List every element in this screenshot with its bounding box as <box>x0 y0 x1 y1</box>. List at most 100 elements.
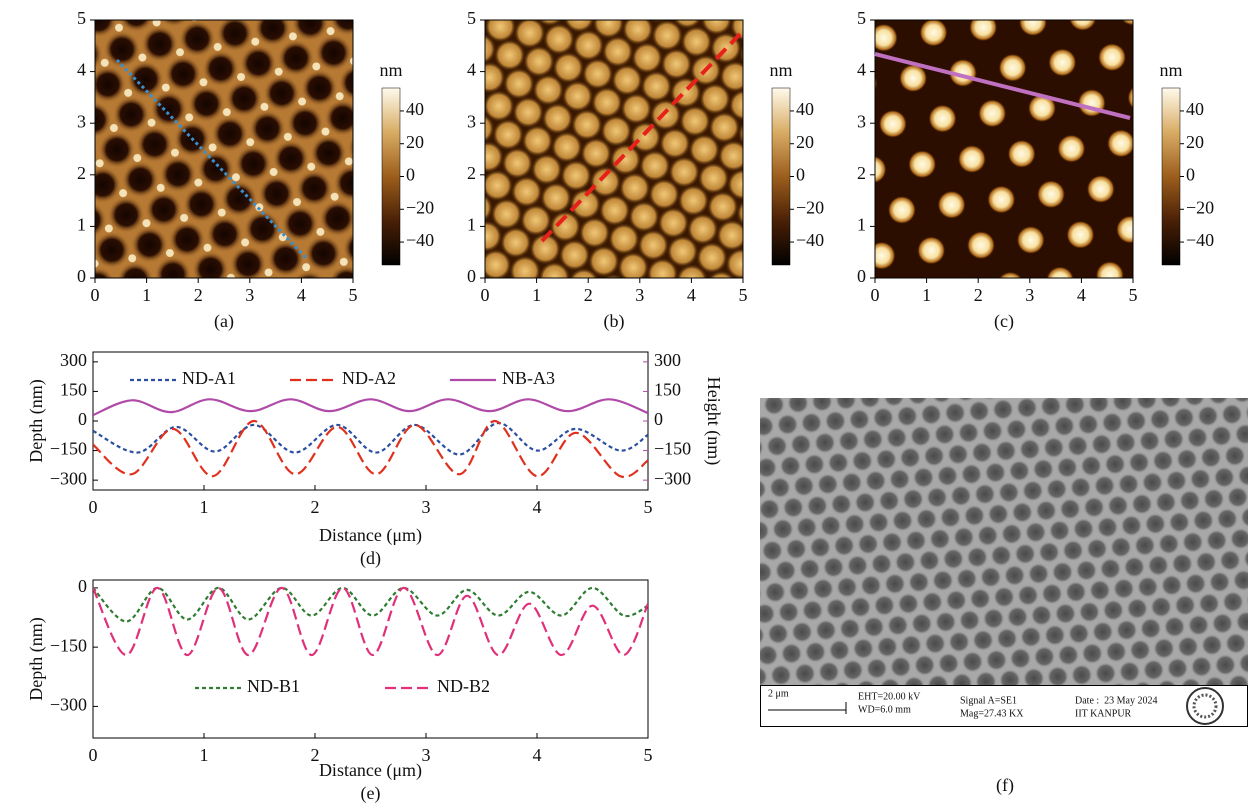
afm-image <box>95 20 353 278</box>
x-tick-label: 4 <box>533 497 542 517</box>
afm-image <box>875 20 1133 278</box>
x-tick-label: 1 <box>200 497 209 517</box>
colorbar <box>382 88 400 265</box>
y-tick-label: 0 <box>77 266 86 286</box>
x-axis-label: Distance (μm) <box>319 760 422 781</box>
colorbar-tick-label: 40 <box>796 99 814 119</box>
panel-label: (a) <box>214 311 234 332</box>
y2-tick-label: 150 <box>654 380 681 400</box>
y-axis-label: Depth (nm) <box>26 379 47 462</box>
y-tick-label: 2 <box>467 163 476 183</box>
y2-tick-label: 0 <box>654 409 663 429</box>
y-tick-label: 1 <box>857 215 866 235</box>
y-tick-label: 4 <box>77 60 86 80</box>
x-tick-label: 3 <box>245 285 254 305</box>
colorbar-label: nm <box>1159 60 1182 80</box>
x-tick-label: 4 <box>1077 285 1086 305</box>
colorbar <box>1162 88 1180 265</box>
legend-label: ND-A2 <box>342 368 396 388</box>
series-line <box>93 588 648 655</box>
sem-image <box>760 398 1248 685</box>
x-tick-label: 0 <box>89 745 98 765</box>
y-tick-label: −300 <box>50 695 87 715</box>
colorbar-label: nm <box>769 60 792 80</box>
plot-frame <box>93 580 648 738</box>
wd: WD=6.0 mm <box>858 704 911 715</box>
x-tick-label: 0 <box>481 285 490 305</box>
legend-label: ND-B2 <box>437 676 490 696</box>
colorbar-tick-label: −40 <box>796 230 824 250</box>
colorbar-tick-label: −40 <box>406 230 434 250</box>
x-tick-label: 5 <box>1129 285 1138 305</box>
panel-label: (f) <box>996 775 1014 796</box>
y-tick-label: 5 <box>77 8 86 28</box>
x-axis-label: Distance (μm) <box>319 525 422 546</box>
colorbar <box>772 88 790 265</box>
y-tick-label: 1 <box>467 215 476 235</box>
series-group <box>93 399 648 477</box>
y-tick-label: 1 <box>77 215 86 235</box>
colorbar-tick-label: −20 <box>1186 197 1214 217</box>
colorbar-tick-label: −40 <box>1186 230 1214 250</box>
institute: IIT KANPUR <box>1075 708 1132 719</box>
series-line <box>93 399 648 415</box>
y-tick-label: 4 <box>857 60 866 80</box>
y-tick-label: −150 <box>50 439 87 459</box>
x-tick-label: 5 <box>739 285 748 305</box>
x-tick-label: 1 <box>142 285 151 305</box>
panel-label: (b) <box>604 311 625 332</box>
y2-tick-label: −300 <box>654 468 691 488</box>
colorbar-tick-label: 0 <box>1186 165 1195 185</box>
signal: Signal A=SE1 <box>960 695 1017 706</box>
x-tick-label: 3 <box>635 285 644 305</box>
x-tick-label: 0 <box>89 497 98 517</box>
x-tick-label: 5 <box>644 745 653 765</box>
legend-label: NB-A3 <box>502 368 555 388</box>
y2-tick-label: 300 <box>654 350 681 370</box>
colorbar-label: nm <box>379 60 402 80</box>
x-tick-label: 5 <box>349 285 358 305</box>
y-tick-label: 5 <box>857 8 866 28</box>
figure: 012345012345nm40200−20−40(a)012345012345… <box>0 0 1252 810</box>
y-tick-label: 300 <box>60 350 87 370</box>
y-tick-label: 0 <box>857 266 866 286</box>
x-tick-label: 1 <box>200 745 209 765</box>
x-tick-label: 2 <box>311 497 320 517</box>
x-tick-label: 4 <box>533 745 542 765</box>
panel-label: (e) <box>361 783 381 804</box>
y-tick-label: 150 <box>60 380 87 400</box>
series-line <box>93 423 648 455</box>
colorbar-tick-label: 20 <box>796 132 814 152</box>
colorbar-tick-label: −20 <box>796 197 824 217</box>
y-tick-label: −300 <box>50 468 87 488</box>
y-tick-label: 5 <box>467 8 476 28</box>
y-tick-label: 2 <box>857 163 866 183</box>
x-tick-label: 2 <box>974 285 983 305</box>
x-tick-label: 4 <box>687 285 696 305</box>
colorbar-tick-label: 40 <box>406 99 424 119</box>
y-tick-label: 3 <box>857 111 866 131</box>
legend-label: ND-B1 <box>247 676 300 696</box>
x-tick-label: 1 <box>922 285 931 305</box>
series-line <box>93 421 648 477</box>
date: Date : 23 May 2024 <box>1075 695 1158 706</box>
eht: EHT=20.00 kV <box>858 691 921 702</box>
panel-label: (c) <box>994 311 1014 332</box>
colorbar-tick-label: 20 <box>406 132 424 152</box>
y-tick-label: 2 <box>77 163 86 183</box>
x-tick-label: 2 <box>194 285 203 305</box>
y-tick-label: −150 <box>50 635 87 655</box>
x-tick-label: 5 <box>644 497 653 517</box>
colorbar-tick-label: 20 <box>1186 132 1204 152</box>
series-line <box>93 588 648 622</box>
y-tick-label: 0 <box>78 576 87 596</box>
x-tick-label: 4 <box>297 285 306 305</box>
y-tick-label: 0 <box>467 266 476 286</box>
scale-bar-label: 2 μm <box>768 688 789 699</box>
y-tick-label: 0 <box>78 409 87 429</box>
y-tick-label: 3 <box>77 111 86 131</box>
y-tick-label: 4 <box>467 60 476 80</box>
sem-panel: 2 μm EHT=20.00 kV WD=6.0 mm Signal A=SE1… <box>760 398 1248 796</box>
mag: Mag=27.43 KX <box>960 708 1024 719</box>
x-tick-label: 0 <box>91 285 100 305</box>
